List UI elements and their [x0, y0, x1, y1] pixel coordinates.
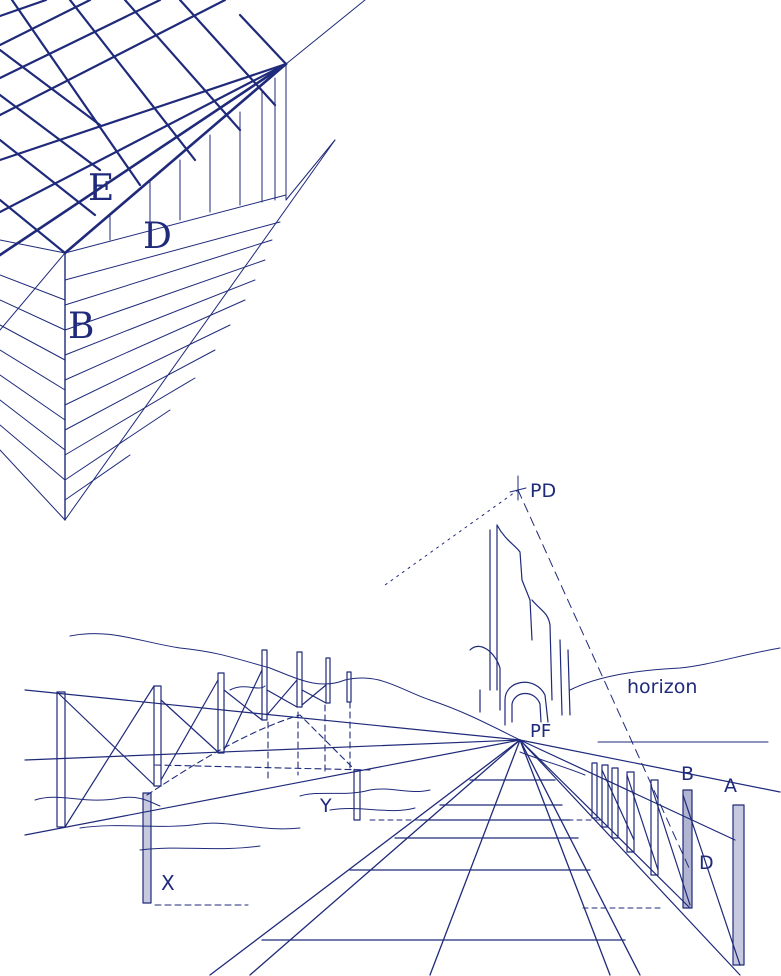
fence-post: [650, 779, 659, 876]
fence-post-a: [732, 804, 745, 966]
fence-post: [353, 769, 361, 821]
fence-post: [601, 764, 609, 828]
label-horizon: horizon: [627, 676, 697, 698]
fence-post: [611, 767, 619, 839]
left-fence: [24, 649, 521, 904]
fence-post-b: [682, 789, 693, 909]
cube-top-grid: [0, 0, 288, 257]
fence-post: [626, 771, 635, 853]
label-pf: PF: [530, 721, 551, 742]
left-dashed-construction: [146, 701, 371, 906]
label-y: Y: [319, 795, 332, 817]
ruin-tower: [469, 524, 571, 726]
fence-post: [261, 649, 268, 721]
fence-post: [325, 657, 331, 704]
railway-tracks: [209, 739, 641, 976]
label-x: X: [161, 871, 175, 895]
cube-right-face: [0, 0, 366, 254]
hills-left: [69, 633, 521, 741]
cube-label-e: E: [88, 168, 114, 209]
fence-post-x: [142, 792, 152, 904]
fence-post: [591, 762, 598, 819]
hills-right: [569, 647, 781, 691]
label-d: D: [699, 852, 714, 874]
ground-scribbles: [34, 685, 586, 851]
fence-post: [56, 691, 66, 828]
cube-label-d: D: [143, 216, 172, 257]
label-a: A: [724, 775, 737, 797]
cube-figure: E D B: [0, 0, 366, 521]
right-fence: [519, 739, 781, 976]
pd-construction: [384, 475, 691, 871]
railway-figure: PD horizon PF B A D X Y: [24, 475, 781, 976]
label-b: B: [681, 763, 694, 785]
fence-post: [217, 672, 225, 754]
cube-label-b: B: [68, 306, 94, 347]
fence-post: [346, 671, 352, 703]
fence-post: [153, 685, 162, 787]
cube-front-face: [0, 139, 336, 521]
label-pd: PD: [530, 480, 556, 502]
